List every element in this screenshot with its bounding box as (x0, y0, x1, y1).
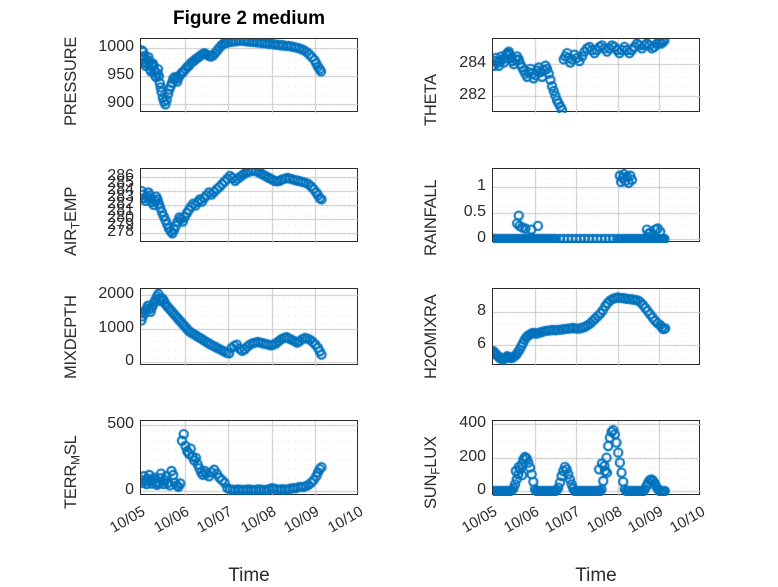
x-axis-label-terrain_msl: Time (228, 565, 270, 586)
plot-area-h2o_mixing_ratio (492, 288, 701, 366)
y-tick-label-terrain_msl-1: 500 (107, 414, 134, 432)
y-tick-label-pressure-2: 1000 (98, 37, 134, 55)
y-axis-label-air_temp: AIRTEMP (62, 186, 83, 256)
plot-area-air_temp (140, 168, 359, 243)
y-tick-label-air_temp-1: 280 (107, 208, 134, 226)
figure-title: Figure 2 medium (172, 8, 326, 29)
plot-area-theta (492, 38, 701, 113)
scatter-plot-air_temp (141, 169, 359, 243)
y-axis-label-terrain_msl: TERRMSL (62, 435, 83, 509)
y-axis-label-sun_flux: SUNFLUX (422, 436, 443, 509)
y-tick-label-mixdepth-0: 0 (125, 351, 134, 369)
scatter-plot-h2o_mixing_ratio (493, 289, 701, 366)
y-tick-label-air_temp-extra-5: 283 (107, 188, 134, 206)
y-tick-label-theta-0: 282 (459, 85, 486, 103)
y-tick-label-pressure-1: 950 (107, 66, 134, 83)
y-tick-label-air_temp-2: 282 (107, 194, 134, 212)
plot-area-mixdepth (140, 288, 359, 366)
y-tick-label-mixdepth-2: 2000 (98, 285, 134, 303)
scatter-plot-terrain_msl (141, 421, 359, 496)
y-tick-label-terrain_msl-0: 0 (125, 480, 134, 498)
scatter-plot-rainfall (493, 169, 701, 243)
y-axis-label-mixdepth: MIXDEPTH (62, 295, 80, 379)
y-tick-label-h2o_mixing_ratio-0: 6 (477, 334, 486, 352)
y-tick-label-mixdepth-1: 1000 (98, 318, 134, 336)
y-tick-label-sun_flux-0: 0 (477, 481, 486, 498)
y-tick-label-air_temp-4: 286 (107, 167, 134, 185)
x-tick-label-terrain_msl-1: 10/06 (150, 503, 192, 537)
y-tick-label-air_temp-0: 278 (107, 222, 134, 240)
plot-area-pressure (140, 38, 359, 113)
y-tick-label-rainfall-0: 0 (477, 228, 486, 246)
x-axis-label-sun_flux: Time (575, 565, 617, 586)
x-tick-label-sun_flux-0: 10/05 (459, 503, 501, 537)
x-tick-label-terrain_msl-4: 10/09 (281, 503, 323, 537)
y-tick-label-rainfall-2: 1 (477, 177, 486, 195)
x-tick-label-sun_flux-5: 10/10 (667, 503, 709, 537)
y-tick-label-air_temp-3: 284 (107, 181, 134, 199)
x-tick-label-terrain_msl-2: 10/07 (194, 503, 236, 537)
x-tick-label-sun_flux-1: 10/06 (500, 503, 542, 537)
y-tick-label-pressure-0: 900 (107, 94, 134, 112)
y-tick-label-air_temp-extra-3: 281 (107, 201, 134, 219)
y-tick-label-sun_flux-2: 400 (459, 414, 486, 432)
x-tick-label-terrain_msl-0: 10/05 (107, 503, 149, 537)
y-tick-label-air_temp-extra-1: 279 (107, 215, 134, 233)
x-tick-label-sun_flux-4: 10/09 (625, 503, 667, 537)
y-axis-label-rainfall: RAINFALL (422, 179, 440, 256)
y-axis-label-h2o_mixing_ratio: H2OMIXRA (422, 294, 440, 379)
y-tick-label-rainfall-1: 0.5 (463, 202, 486, 220)
y-tick-label-theta-1: 284 (459, 54, 486, 72)
scatter-plot-sun_flux (493, 421, 701, 496)
x-tick-label-terrain_msl-5: 10/10 (325, 503, 367, 537)
y-tick-label-air_temp-extra-7: 285 (107, 174, 134, 192)
y-tick-label-sun_flux-1: 200 (459, 447, 486, 465)
x-tick-label-sun_flux-3: 10/08 (583, 503, 625, 537)
x-tick-label-sun_flux-2: 10/07 (542, 503, 584, 537)
scatter-plot-pressure (141, 39, 359, 113)
y-tick-label-h2o_mixing_ratio-1: 8 (477, 301, 486, 319)
x-tick-label-terrain_msl-3: 10/08 (237, 503, 279, 537)
scatter-plot-mixdepth (141, 289, 359, 366)
scatter-plot-theta (493, 39, 701, 113)
y-axis-label-pressure: PRESSURE (62, 36, 80, 126)
plot-area-terrain_msl (140, 420, 359, 496)
plot-area-sun_flux (492, 420, 701, 496)
plot-area-rainfall (492, 168, 701, 243)
y-axis-label-theta: THETA (422, 74, 440, 126)
